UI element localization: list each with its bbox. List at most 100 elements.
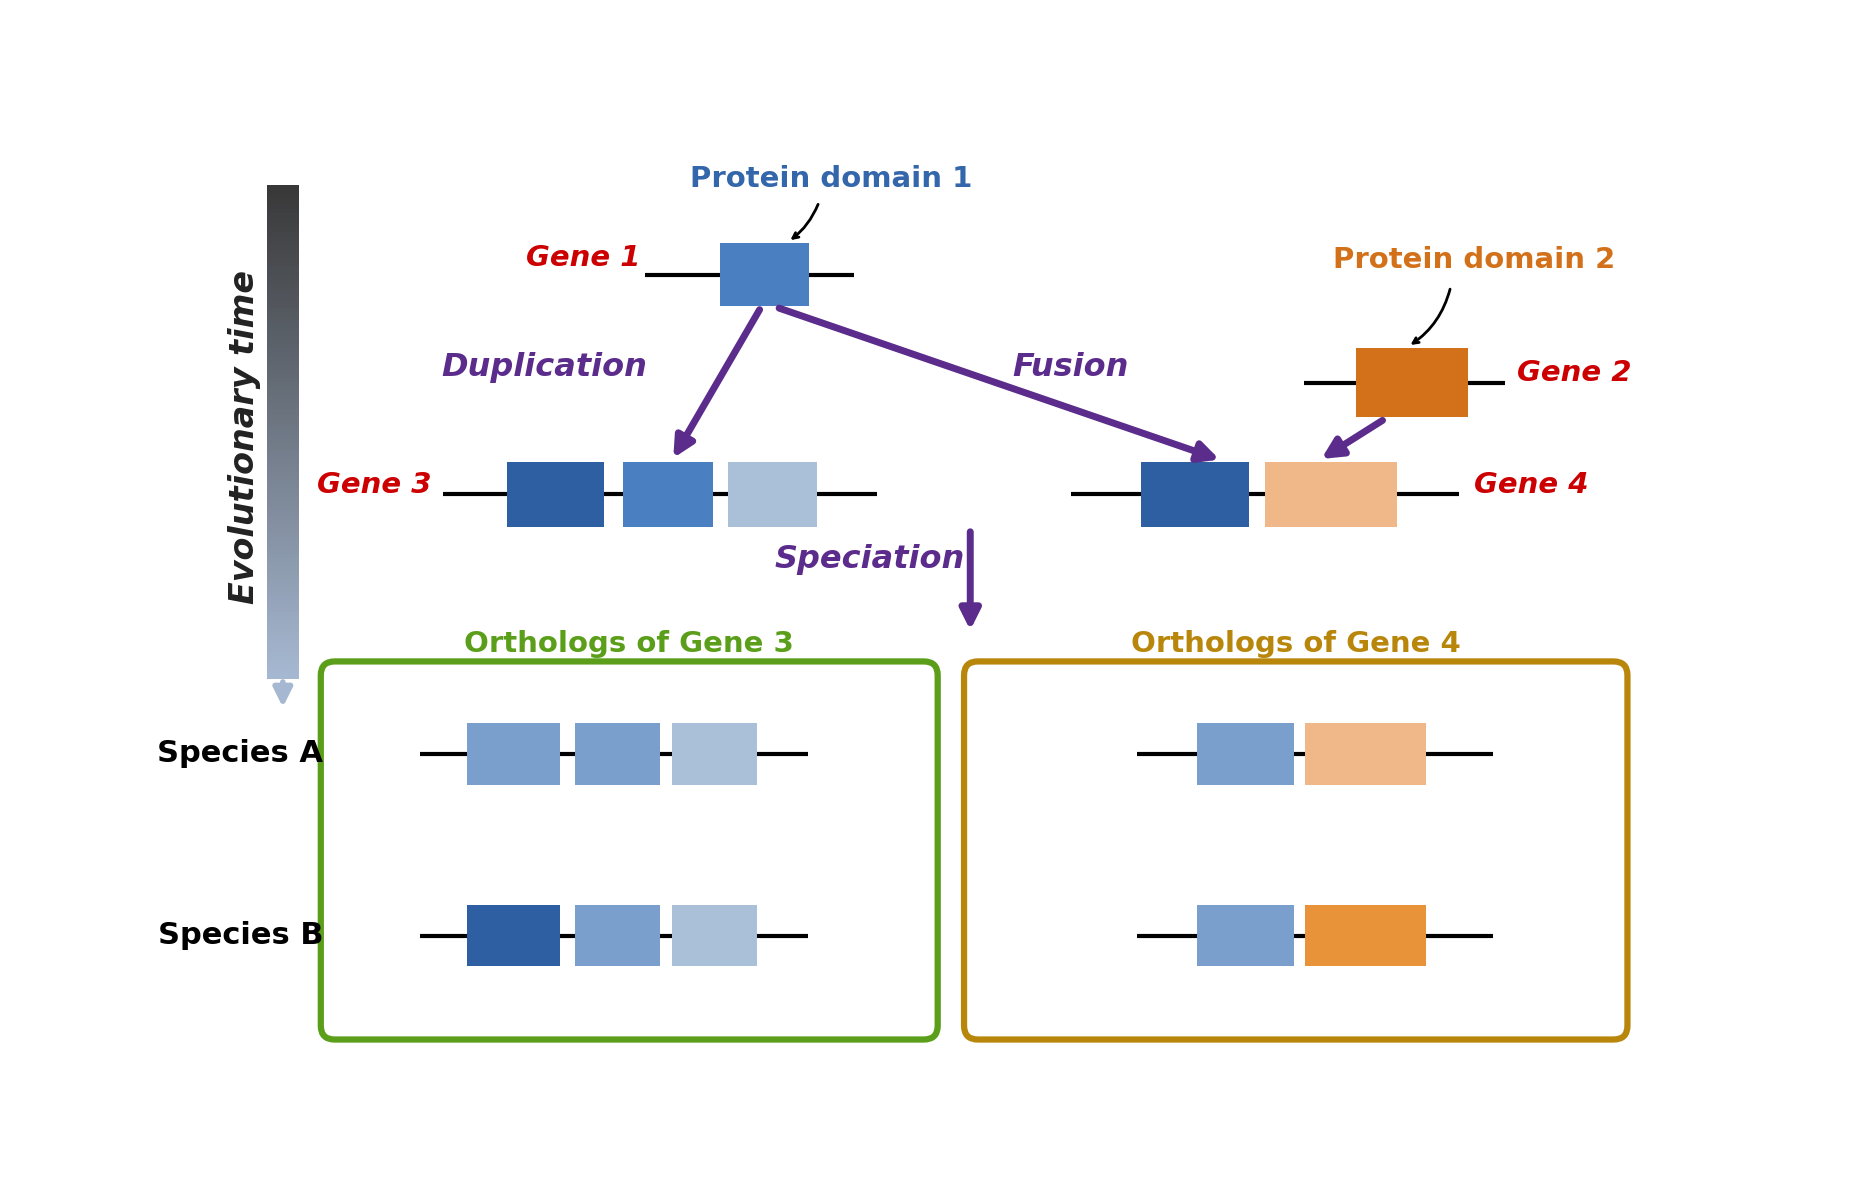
Bar [266, 661, 300, 666]
Bar [672, 724, 756, 785]
Bar [266, 402, 300, 408]
Bar [266, 358, 300, 362]
Bar [266, 653, 300, 659]
Bar [266, 485, 300, 490]
Bar [266, 480, 300, 486]
Bar [266, 222, 300, 227]
Bar [1265, 462, 1397, 527]
Bar [266, 205, 300, 211]
Bar [266, 320, 300, 325]
Bar [266, 612, 300, 617]
Bar [266, 349, 300, 354]
Bar [1196, 724, 1294, 785]
Bar [266, 604, 300, 610]
Text: Orthologs of Gene 3: Orthologs of Gene 3 [464, 630, 794, 659]
Bar [1305, 724, 1426, 785]
Bar [266, 632, 300, 638]
Bar [266, 521, 300, 527]
Bar [466, 905, 560, 966]
Bar [266, 497, 300, 503]
Text: Evolutionary time: Evolutionary time [228, 270, 262, 604]
Bar [266, 488, 300, 494]
Bar [1355, 348, 1468, 418]
Bar [266, 436, 300, 440]
Bar [266, 554, 300, 559]
Bar [266, 242, 300, 247]
Bar [266, 509, 300, 515]
Bar [266, 636, 300, 642]
Bar [266, 570, 300, 576]
Bar [266, 365, 300, 371]
Bar [466, 724, 560, 785]
Text: Species A: Species A [157, 739, 324, 768]
Bar [266, 578, 300, 584]
Text: Protein domain 2: Protein domain 2 [1333, 246, 1616, 274]
Bar [266, 451, 300, 457]
Bar [266, 217, 300, 223]
Bar [266, 209, 300, 215]
Bar [507, 462, 605, 527]
Bar [266, 628, 300, 634]
Bar [266, 275, 300, 281]
Bar [266, 599, 300, 605]
Bar [266, 583, 300, 588]
Bar [266, 492, 300, 498]
Bar [266, 271, 300, 276]
Bar [721, 244, 809, 306]
Bar [266, 287, 300, 293]
Text: Species B: Species B [157, 922, 324, 950]
Bar [575, 724, 661, 785]
Bar [266, 295, 300, 301]
Bar [266, 665, 300, 671]
Bar [266, 422, 300, 428]
Bar [266, 410, 300, 416]
Text: Gene 2: Gene 2 [1516, 360, 1631, 388]
Bar [266, 283, 300, 289]
Bar [266, 312, 300, 318]
Bar [266, 514, 300, 518]
Bar [623, 462, 713, 527]
Bar [266, 670, 300, 674]
Bar [266, 558, 300, 564]
Bar [266, 292, 300, 296]
Bar [266, 656, 300, 662]
Bar [266, 341, 300, 347]
Bar [266, 526, 300, 532]
Bar [266, 529, 300, 535]
Bar [266, 398, 300, 403]
Bar [266, 266, 300, 272]
Text: Gene 1: Gene 1 [526, 244, 640, 272]
Bar [266, 378, 300, 383]
Bar [266, 324, 300, 330]
Bar [266, 258, 300, 264]
Bar [266, 592, 300, 596]
Bar [266, 443, 300, 449]
Text: Gene 4: Gene 4 [1473, 472, 1589, 499]
Bar [266, 534, 300, 539]
Bar [266, 316, 300, 322]
Bar [266, 263, 300, 269]
Bar [266, 332, 300, 338]
Bar [266, 607, 300, 613]
Bar [266, 419, 300, 425]
Bar [266, 238, 300, 244]
Text: Gene 3: Gene 3 [316, 472, 432, 499]
Bar [266, 407, 300, 412]
Bar [266, 307, 300, 313]
Bar [266, 427, 300, 432]
Bar [266, 542, 300, 547]
Bar [575, 905, 661, 966]
Bar [266, 448, 300, 454]
Bar [266, 251, 300, 256]
Bar [266, 624, 300, 630]
Bar [1140, 462, 1249, 527]
Bar [266, 304, 300, 310]
Bar [266, 456, 300, 461]
Bar [266, 197, 300, 203]
Bar [266, 280, 300, 284]
Text: Duplication: Duplication [442, 352, 648, 383]
Bar [266, 575, 300, 581]
Bar [266, 505, 300, 510]
Bar [266, 644, 300, 650]
Bar [266, 300, 300, 305]
